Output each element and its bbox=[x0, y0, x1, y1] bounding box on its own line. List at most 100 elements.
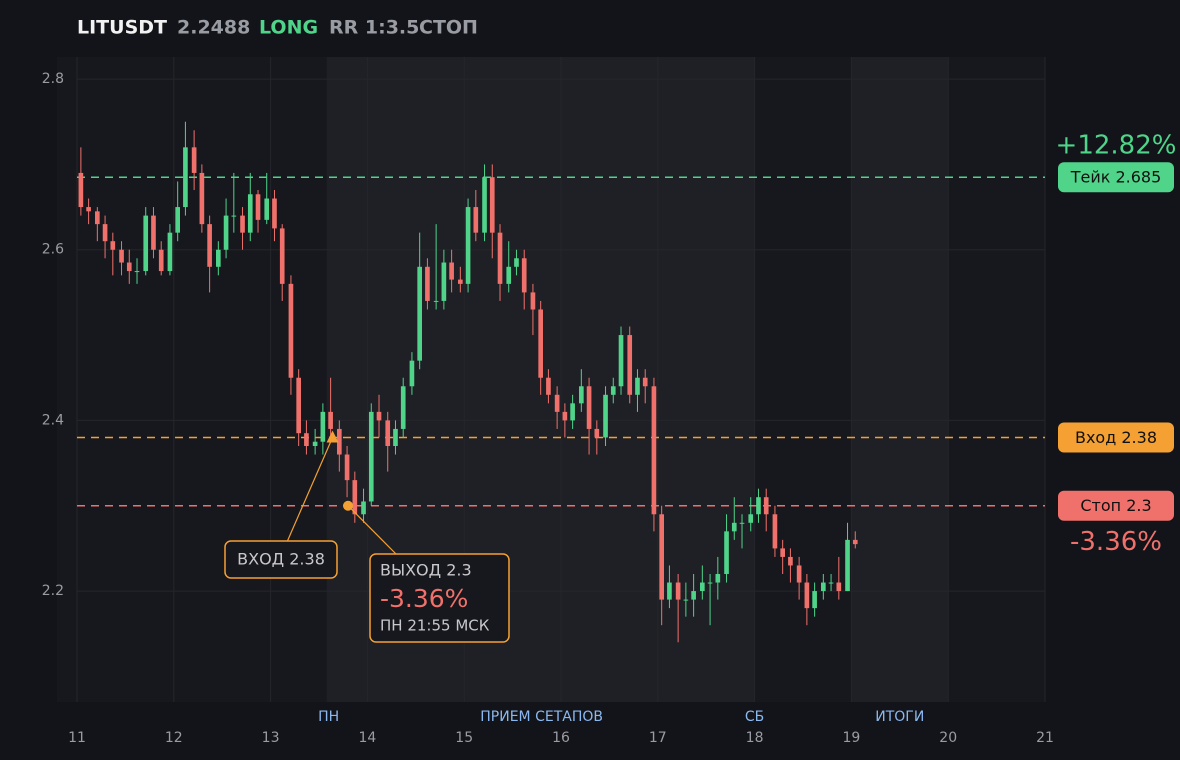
candle-body bbox=[110, 241, 116, 250]
candle-body bbox=[433, 300, 439, 302]
candle-body bbox=[514, 258, 519, 267]
candle-body bbox=[264, 198, 270, 220]
candle-body bbox=[845, 539, 850, 592]
candle-body bbox=[458, 279, 463, 284]
candle-body bbox=[95, 211, 100, 225]
candle-body bbox=[538, 309, 543, 378]
x-tick-label: 18 bbox=[746, 730, 764, 746]
candle-body bbox=[659, 514, 664, 600]
candle-body bbox=[223, 215, 229, 250]
candle-body bbox=[707, 582, 713, 584]
candle-body bbox=[385, 420, 391, 446]
side: LONG bbox=[259, 17, 318, 39]
candle-body bbox=[756, 497, 761, 515]
candle-body bbox=[724, 531, 729, 574]
candle-body bbox=[603, 394, 608, 438]
candle-body bbox=[279, 228, 285, 284]
session-region bbox=[851, 57, 949, 702]
candle-body bbox=[191, 147, 197, 173]
entry-marker bbox=[326, 430, 339, 443]
level-badge bbox=[1058, 162, 1174, 193]
candle-body bbox=[700, 582, 705, 592]
x-tick-label: 12 bbox=[165, 730, 183, 746]
candle-body bbox=[465, 207, 471, 284]
candle-body bbox=[151, 215, 156, 250]
candle-body bbox=[78, 172, 84, 208]
x-tick-label: 19 bbox=[842, 730, 860, 746]
candle-body bbox=[312, 441, 318, 446]
candle-body bbox=[788, 556, 793, 566]
x-tick-label: 13 bbox=[262, 730, 280, 746]
y-tick-label: 2.4 bbox=[42, 412, 64, 428]
candle-body bbox=[627, 335, 633, 395]
candle-body bbox=[651, 386, 657, 515]
candle-body bbox=[579, 386, 584, 404]
entry-box bbox=[224, 540, 338, 579]
status: СТОП bbox=[419, 17, 478, 39]
candle-body bbox=[675, 582, 681, 600]
candle-body bbox=[368, 411, 374, 502]
candle-body bbox=[780, 548, 785, 557]
session-label: ПН bbox=[318, 709, 339, 725]
candle-body bbox=[586, 386, 592, 429]
candle-body bbox=[610, 386, 616, 395]
session-label: ИТОГИ bbox=[875, 709, 924, 725]
candle-body bbox=[183, 147, 188, 208]
candle-body bbox=[361, 501, 366, 515]
candle-body bbox=[763, 497, 769, 515]
level-badge bbox=[1058, 422, 1174, 453]
candle-body bbox=[739, 522, 745, 524]
candle-body bbox=[337, 428, 342, 455]
session-label: ПРИЕМ СЕТАПОВ bbox=[480, 709, 603, 725]
exit-box bbox=[369, 553, 510, 643]
y-tick-label: 2.2 bbox=[42, 583, 64, 599]
candle-body bbox=[594, 428, 600, 438]
candle-body bbox=[521, 258, 527, 293]
level-label: Вход 2.38 bbox=[1075, 428, 1157, 447]
candle-body bbox=[304, 433, 309, 446]
candle-body bbox=[199, 172, 205, 225]
x-tick-label: 21 bbox=[1036, 730, 1054, 746]
candle-body bbox=[328, 411, 333, 429]
candle-body bbox=[691, 591, 696, 600]
candle-body bbox=[167, 232, 173, 272]
exit-label: ВЫХОД 2.3 bbox=[380, 561, 472, 580]
candle-body bbox=[231, 215, 237, 217]
candle-body bbox=[320, 411, 326, 442]
level-label: Тейк 2.685 bbox=[1070, 168, 1162, 187]
x-tick-label: 20 bbox=[939, 730, 957, 746]
candle-body bbox=[562, 411, 568, 421]
candle-body bbox=[804, 582, 810, 609]
level-label: Стоп 2.3 bbox=[1080, 496, 1151, 515]
exit-marker bbox=[343, 500, 354, 511]
candle-body bbox=[352, 480, 358, 515]
candle-body bbox=[546, 377, 551, 395]
price: 2.2488 bbox=[177, 17, 250, 39]
x-tick-label: 17 bbox=[649, 730, 667, 746]
candle-body bbox=[530, 292, 536, 310]
candle-body bbox=[376, 411, 382, 421]
entry-connector bbox=[286, 437, 334, 543]
candle-body bbox=[570, 403, 575, 421]
candle-body bbox=[425, 266, 430, 301]
y-tick-label: 2.8 bbox=[42, 71, 64, 87]
candle-body bbox=[86, 207, 91, 212]
session-label: СБ bbox=[745, 709, 764, 725]
candle-body bbox=[836, 582, 842, 592]
level-pct: +12.82% bbox=[1056, 131, 1177, 161]
candle-body bbox=[102, 224, 108, 242]
candle-body bbox=[852, 539, 858, 545]
candle-body bbox=[497, 232, 503, 284]
exit-connector bbox=[347, 505, 398, 556]
candle-body bbox=[683, 599, 689, 601]
candle-body bbox=[489, 177, 495, 233]
candle-body bbox=[417, 266, 422, 361]
candle-body bbox=[828, 582, 834, 584]
symbol: LITUSDT bbox=[77, 17, 167, 39]
y-tick-label: 2.6 bbox=[42, 242, 64, 258]
x-tick-label: 15 bbox=[455, 730, 473, 746]
candle-body bbox=[409, 360, 415, 387]
candle-body bbox=[482, 177, 487, 233]
